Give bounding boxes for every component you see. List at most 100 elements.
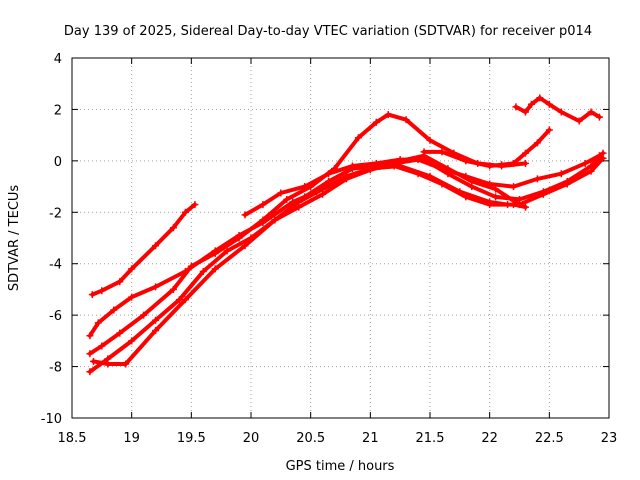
- data-point-sat-g: [372, 162, 380, 170]
- data-point-sat-e: [581, 159, 589, 167]
- data-point-sat-c: [187, 262, 195, 270]
- data-point-sat-d: [128, 337, 136, 345]
- data-point-sat-g: [325, 177, 333, 185]
- x-tick-label: 18.5: [58, 431, 87, 446]
- data-point-sat-c: [98, 342, 106, 350]
- x-tick-label: 19.5: [177, 431, 206, 446]
- data-point-sat-c: [140, 311, 148, 319]
- data-series: [86, 94, 607, 376]
- data-point-sat-c: [116, 329, 124, 337]
- data-point-sat-f: [241, 211, 249, 219]
- series-line-sat-d: [87, 164, 528, 374]
- x-axis-title: GPS time / hours: [286, 459, 395, 474]
- data-point-sat-b: [94, 319, 102, 327]
- data-point-sat-a: [128, 265, 136, 273]
- plot-frame: [71, 57, 610, 419]
- y-tick-label: -8: [49, 361, 62, 376]
- x-tick-label: 21.5: [416, 431, 445, 446]
- data-point-sat-h: [575, 117, 583, 125]
- data-point-sat-b: [86, 332, 94, 340]
- data-point-sat-d: [438, 180, 446, 188]
- data-point-sat-e: [342, 175, 350, 183]
- data-point-sat-c: [426, 136, 434, 144]
- data-point-sat-h: [545, 100, 553, 108]
- series-line-sat-e: [91, 153, 602, 366]
- data-point-sat-i: [510, 159, 518, 167]
- series-line-sat-a: [90, 202, 197, 297]
- data-point-sat-h: [595, 113, 603, 121]
- data-point-sat-h: [521, 108, 529, 116]
- y-tick-label: 2: [54, 103, 62, 118]
- data-point-sat-d: [175, 296, 183, 304]
- data-point-sat-i: [462, 157, 470, 165]
- data-point-sat-e: [510, 183, 518, 191]
- data-point-sat-e: [152, 327, 160, 335]
- data-point-sat-a: [88, 291, 96, 299]
- data-point-sat-c: [402, 116, 410, 124]
- x-tick-label: 20.5: [296, 431, 325, 446]
- x-tick-label: 19: [123, 431, 140, 446]
- data-point-sat-c: [372, 118, 380, 126]
- y-tick-label: 4: [54, 52, 62, 67]
- y-tick-label: 0: [54, 155, 62, 170]
- data-point-sat-a: [181, 208, 189, 216]
- data-point-sat-e: [89, 357, 97, 365]
- data-point-sat-c: [169, 285, 177, 293]
- data-point-sat-i: [521, 149, 529, 157]
- data-point-sat-d: [152, 316, 160, 324]
- data-point-sat-d: [223, 247, 231, 255]
- y-tick-label: -4: [49, 258, 62, 273]
- data-point-sat-f: [492, 193, 500, 201]
- data-point-sat-c: [521, 159, 529, 167]
- data-point-sat-i: [438, 148, 446, 156]
- data-point-sat-f: [277, 189, 285, 197]
- data-point-sat-e: [211, 265, 219, 273]
- y-tick-label: -6: [49, 309, 62, 324]
- x-tick-label: 20: [243, 431, 260, 446]
- data-point-sat-e: [104, 360, 112, 368]
- x-tick-label: 22: [481, 431, 498, 446]
- data-point-sat-i: [545, 126, 553, 134]
- data-point-sat-e: [181, 296, 189, 304]
- data-point-sat-a: [169, 224, 177, 232]
- data-point-sat-a: [116, 278, 124, 286]
- data-point-sat-i: [486, 162, 494, 170]
- data-point-sat-h: [536, 94, 544, 102]
- data-point-sat-h: [557, 108, 565, 116]
- data-point-sat-f: [301, 183, 309, 191]
- data-point-sat-c: [283, 195, 291, 203]
- x-tick-label: 23: [601, 431, 618, 446]
- data-point-sat-e: [271, 216, 279, 224]
- data-point-sat-e: [241, 242, 249, 250]
- data-point-sat-g: [444, 165, 452, 173]
- data-point-sat-c: [211, 249, 219, 257]
- data-point-sat-i: [498, 161, 506, 169]
- chart-title: Day 139 of 2025, Sidereal Day-to-day VTE…: [64, 24, 592, 39]
- data-point-sat-i: [533, 139, 541, 147]
- y-axis-title: SDTVAR / TECUs: [7, 185, 22, 292]
- data-point-sat-e: [122, 360, 130, 368]
- x-tick-label: 21: [362, 431, 379, 446]
- data-point-sat-i: [420, 148, 428, 156]
- data-point-sat-a: [98, 287, 106, 295]
- data-point-sat-d: [86, 368, 94, 376]
- data-point-sat-d: [462, 193, 470, 201]
- data-point-sat-b: [128, 293, 136, 301]
- data-point-sat-g: [396, 157, 404, 165]
- data-point-sat-c: [384, 111, 392, 119]
- data-point-sat-g: [563, 180, 571, 188]
- x-tick-label: 22.5: [535, 431, 564, 446]
- data-point-sat-g: [516, 201, 523, 209]
- series-line-sat-g: [302, 153, 605, 207]
- data-point-sat-h: [587, 108, 595, 116]
- data-point-sat-g: [492, 185, 500, 193]
- y-tick-label: -10: [41, 412, 62, 427]
- data-point-sat-e: [295, 203, 303, 211]
- data-point-sat-d: [486, 201, 494, 209]
- data-point-sat-g: [539, 190, 547, 198]
- data-point-sat-h: [512, 103, 520, 111]
- data-point-sat-e: [533, 175, 541, 183]
- data-point-sat-c: [86, 350, 94, 358]
